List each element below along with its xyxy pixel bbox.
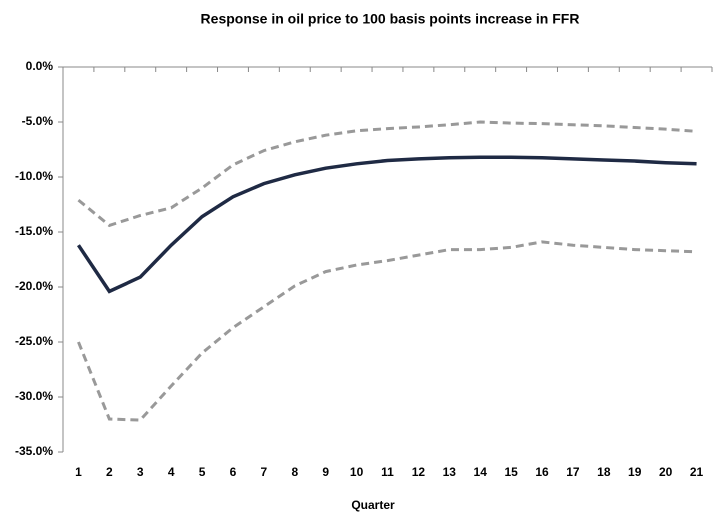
x-tick-label: 20	[659, 465, 673, 479]
x-tick-label: 2	[106, 465, 113, 479]
chart-title: Response in oil price to 100 basis point…	[201, 11, 580, 27]
y-tick-label: -10.0%	[15, 169, 53, 183]
x-tick-label: 11	[381, 465, 394, 479]
x-tick-label: 6	[230, 465, 237, 479]
x-tick-label: 3	[137, 465, 144, 479]
x-tick-label: 16	[535, 465, 549, 479]
y-tick-label: -20.0%	[15, 279, 53, 293]
y-tick-label: 0.0%	[26, 59, 54, 73]
y-tick-label: -35.0%	[15, 444, 53, 458]
x-tick-label: 4	[168, 465, 175, 479]
x-tick-label: 1	[75, 465, 82, 479]
x-axis-label: Quarter	[351, 498, 395, 512]
x-tick-label: 8	[291, 465, 298, 479]
x-tick-label: 14	[474, 465, 488, 479]
line	[76, 155, 697, 294]
x-tick-label: 7	[261, 465, 268, 479]
y-tick-label: -15.0%	[15, 224, 53, 238]
y-tick-label: -25.0%	[15, 334, 53, 348]
x-tick-label: 12	[412, 465, 426, 479]
x-tick-label: 18	[597, 465, 611, 479]
x-tick-label: 21	[690, 465, 704, 479]
line	[77, 240, 697, 422]
y-tick-label: -5.0%	[22, 114, 54, 128]
x-tick-label: 10	[350, 465, 364, 479]
x-tick-label: 5	[199, 465, 206, 479]
x-tick-label: 15	[504, 465, 518, 479]
x-tick-label: 19	[628, 465, 642, 479]
y-tick-label: -30.0%	[15, 389, 53, 403]
x-tick-label: 13	[443, 465, 457, 479]
x-tick-label: 17	[566, 465, 580, 479]
x-tick-label: 9	[322, 465, 329, 479]
line	[77, 120, 697, 228]
